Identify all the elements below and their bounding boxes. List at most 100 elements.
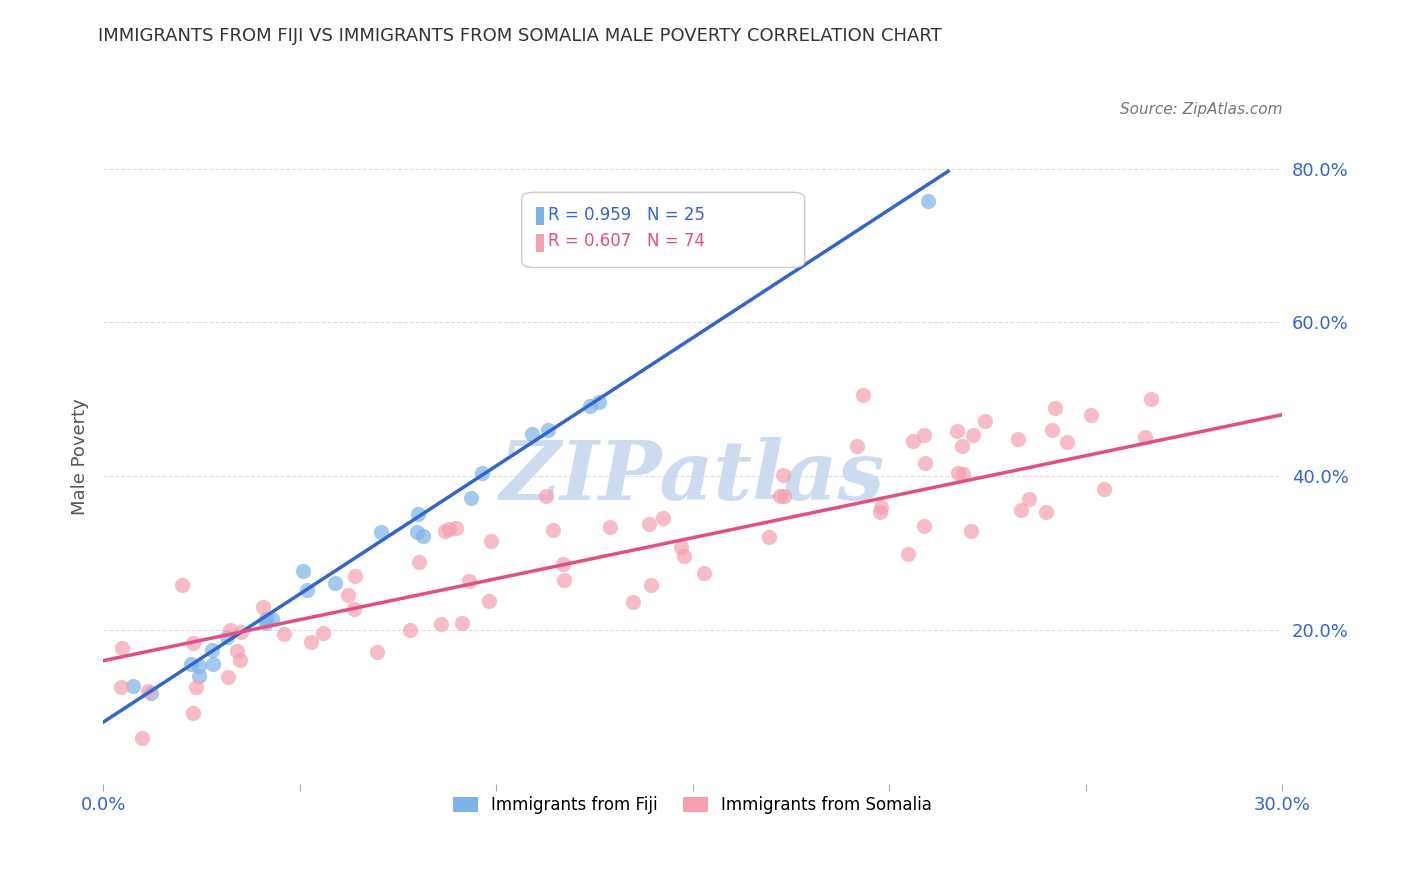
Point bbox=[553, 573, 575, 587]
Point bbox=[460, 491, 482, 505]
Point bbox=[201, 657, 224, 671]
Point bbox=[111, 640, 134, 655]
Point bbox=[337, 588, 360, 602]
Point bbox=[188, 669, 211, 683]
Point bbox=[217, 630, 239, 644]
Point bbox=[408, 555, 430, 569]
Point bbox=[312, 625, 335, 640]
Point bbox=[170, 578, 193, 592]
Point bbox=[537, 423, 560, 437]
Point bbox=[897, 547, 920, 561]
Point bbox=[437, 522, 460, 536]
Point bbox=[254, 615, 277, 630]
Point bbox=[181, 636, 204, 650]
Point bbox=[758, 530, 780, 544]
Point bbox=[217, 670, 239, 684]
Point bbox=[973, 414, 995, 428]
Point bbox=[299, 634, 322, 648]
Point bbox=[669, 540, 692, 554]
Point bbox=[852, 388, 875, 402]
Point bbox=[652, 510, 675, 524]
Point bbox=[553, 558, 575, 572]
Point bbox=[458, 574, 481, 588]
Point bbox=[110, 681, 132, 695]
Point bbox=[1040, 423, 1063, 437]
Point bbox=[903, 434, 925, 449]
Text: IMMIGRANTS FROM FIJI VS IMMIGRANTS FROM SOMALIA MALE POVERTY CORRELATION CHART: IMMIGRANTS FROM FIJI VS IMMIGRANTS FROM … bbox=[98, 27, 942, 45]
Point bbox=[912, 427, 935, 442]
Point bbox=[534, 489, 557, 503]
Point bbox=[180, 657, 202, 671]
Point bbox=[370, 524, 392, 539]
Point bbox=[950, 439, 973, 453]
Point bbox=[869, 500, 891, 515]
Point bbox=[188, 658, 211, 673]
Point bbox=[845, 439, 868, 453]
Point bbox=[948, 466, 970, 480]
Point bbox=[1010, 502, 1032, 516]
Text: Source: ZipAtlas.com: Source: ZipAtlas.com bbox=[1119, 103, 1282, 117]
Point bbox=[673, 549, 696, 563]
Point bbox=[952, 467, 974, 481]
Point bbox=[406, 524, 429, 539]
FancyBboxPatch shape bbox=[522, 193, 804, 268]
Point bbox=[1007, 432, 1029, 446]
Point bbox=[869, 505, 891, 519]
Point bbox=[1092, 482, 1115, 496]
Point bbox=[252, 600, 274, 615]
Point bbox=[917, 194, 939, 208]
Point bbox=[1056, 434, 1078, 449]
Point bbox=[640, 578, 662, 592]
Point bbox=[520, 427, 543, 442]
Text: ZIPatlas: ZIPatlas bbox=[501, 436, 886, 516]
Point bbox=[768, 489, 790, 503]
Point bbox=[254, 612, 277, 626]
Point bbox=[541, 523, 564, 537]
Point bbox=[291, 564, 314, 578]
Point bbox=[181, 706, 204, 720]
Point bbox=[398, 623, 420, 637]
Text: R = 0.607   N = 74: R = 0.607 N = 74 bbox=[548, 232, 704, 251]
Text: R = 0.959   N = 25: R = 0.959 N = 25 bbox=[548, 206, 704, 224]
FancyBboxPatch shape bbox=[536, 235, 544, 252]
Point bbox=[229, 624, 252, 639]
Point bbox=[773, 490, 796, 504]
Point bbox=[433, 524, 456, 538]
Point bbox=[430, 617, 453, 632]
Point bbox=[131, 731, 153, 746]
Point bbox=[219, 623, 242, 637]
Y-axis label: Male Poverty: Male Poverty bbox=[72, 399, 89, 516]
Point bbox=[478, 594, 501, 608]
Point bbox=[323, 576, 346, 591]
Point bbox=[1080, 408, 1102, 422]
Point bbox=[451, 615, 474, 630]
Point bbox=[959, 524, 981, 538]
Point bbox=[621, 595, 644, 609]
Point bbox=[225, 644, 247, 658]
Point bbox=[229, 653, 252, 667]
Point bbox=[914, 456, 936, 470]
Point bbox=[444, 521, 467, 535]
Point bbox=[295, 582, 318, 597]
Point bbox=[366, 645, 388, 659]
Legend: Immigrants from Fiji, Immigrants from Somalia: Immigrants from Fiji, Immigrants from So… bbox=[447, 789, 939, 822]
Point bbox=[945, 424, 967, 438]
Point bbox=[962, 427, 984, 442]
Point bbox=[141, 686, 163, 700]
Point bbox=[122, 679, 145, 693]
Point bbox=[343, 601, 366, 615]
Point bbox=[344, 568, 367, 582]
Point bbox=[912, 519, 935, 533]
FancyBboxPatch shape bbox=[536, 207, 544, 225]
Point bbox=[1018, 492, 1040, 507]
Point bbox=[406, 508, 429, 522]
Point bbox=[184, 680, 207, 694]
Point bbox=[637, 517, 659, 532]
Point bbox=[479, 533, 502, 548]
Point bbox=[1139, 392, 1161, 407]
Point bbox=[136, 684, 159, 698]
Point bbox=[201, 643, 224, 657]
Point bbox=[471, 466, 494, 480]
Point bbox=[579, 399, 602, 413]
Point bbox=[273, 627, 295, 641]
